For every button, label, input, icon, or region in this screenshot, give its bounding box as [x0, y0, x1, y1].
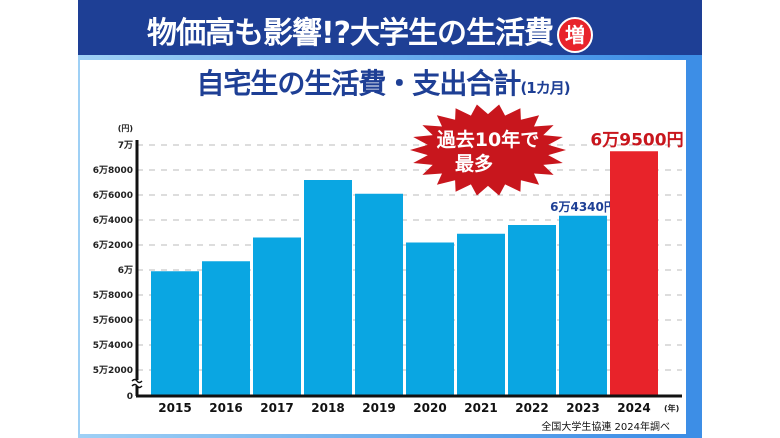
axis-break-icon	[131, 378, 143, 389]
x-tick-label: 2019	[362, 401, 395, 415]
x-tick-label: 2017	[260, 401, 293, 415]
chart-title-main: 自宅生の生活費・支出合計	[196, 67, 521, 100]
x-tick-label: 2020	[413, 401, 446, 415]
bar-2017	[253, 237, 301, 396]
increase-badge: 増	[557, 16, 594, 53]
bar-2021	[457, 233, 505, 396]
chart-title-note: (1カ月)	[520, 79, 570, 97]
x-tick-label: 2023	[566, 401, 599, 415]
y-unit-label: (円)	[118, 124, 133, 133]
y-tick-label: 5万2000	[93, 365, 133, 376]
y-tick-label: 6万8000	[93, 165, 133, 176]
header-title-text: 物価高も影響!?大学生の生活費	[146, 16, 554, 51]
bar-2015	[151, 271, 199, 396]
x-unit-label: (年)	[664, 403, 679, 413]
source-note: 全国大学生協連 2024年調べ	[541, 422, 670, 433]
bar-2022	[508, 225, 556, 396]
data-label-2023: 6万4340円	[550, 200, 616, 214]
y-tick-label: 6万	[118, 265, 133, 276]
x-tick-label: 2015	[158, 401, 191, 415]
starburst-callout	[410, 104, 566, 196]
bar-2016	[202, 261, 250, 396]
y-tick-label: 0	[127, 392, 133, 402]
x-tick-label: 2021	[464, 401, 497, 415]
bar-2023	[559, 215, 607, 396]
x-tick-label: 2022	[515, 401, 548, 415]
y-tick-label: 5万8000	[93, 290, 133, 301]
x-tick-label: 2024	[617, 401, 650, 415]
x-tick-label: 2018	[311, 401, 344, 415]
x-tick-label: 2016	[209, 401, 242, 415]
header-banner: 物価高も影響!?大学生の生活費増	[78, 0, 702, 55]
bar-2019	[355, 193, 403, 396]
y-tick-label: 5万6000	[93, 315, 133, 326]
y-tick-label: 7万	[118, 140, 133, 151]
bar-2020	[406, 242, 454, 396]
callout-line2: 最多	[455, 152, 493, 175]
bar-2018	[304, 180, 352, 396]
callout-line1: 過去10年で	[437, 128, 539, 151]
bar-2024	[610, 151, 658, 396]
y-tick-label: 6万4000	[93, 215, 133, 226]
chart-title: 自宅生の生活費・支出合計(1カ月)	[80, 62, 686, 102]
header-title: 物価高も影響!?大学生の生活費増	[78, 8, 702, 53]
data-label-2024: 6万9500円	[590, 130, 683, 150]
y-tick-label: 6万6000	[93, 190, 133, 201]
y-tick-label: 6万2000	[93, 240, 133, 251]
y-tick-label: 5万4000	[93, 340, 133, 351]
axis-break-gap	[132, 380, 142, 386]
